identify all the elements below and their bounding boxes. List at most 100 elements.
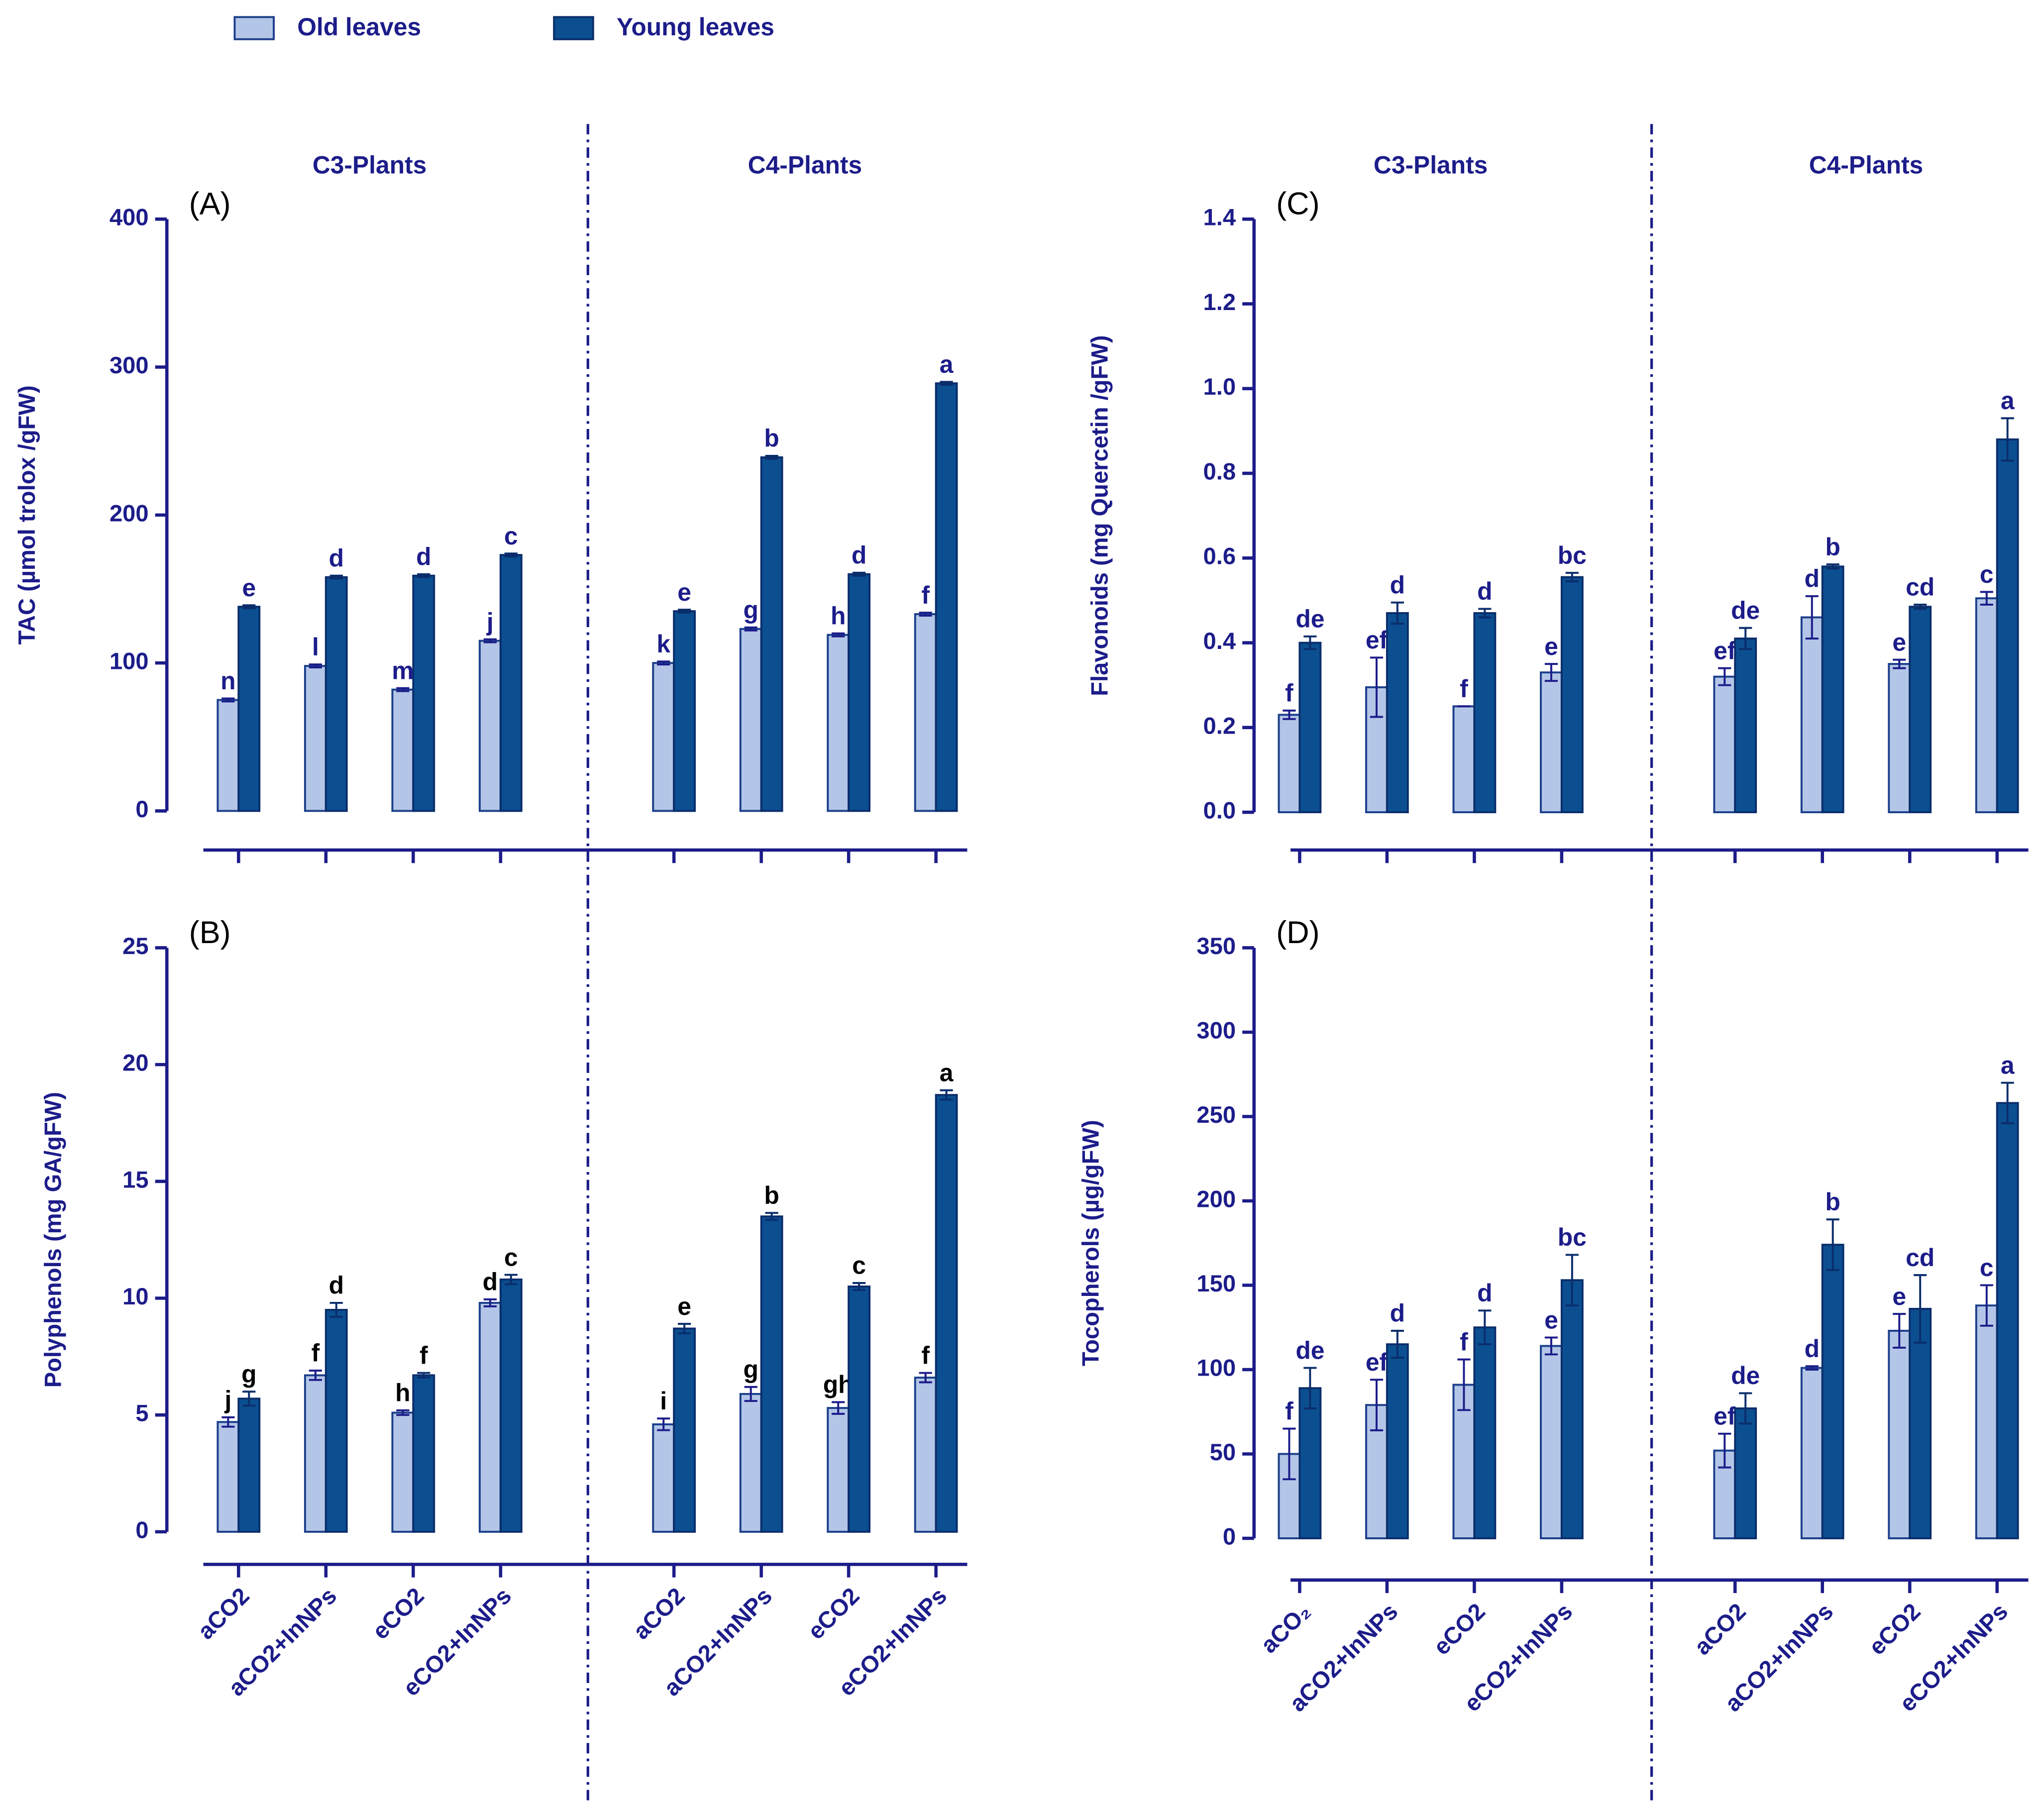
x-tick-label: aCO₂ bbox=[1255, 1598, 1315, 1658]
bar bbox=[1560, 576, 1584, 814]
significance-letter: j bbox=[224, 1386, 231, 1414]
error-bar bbox=[221, 697, 235, 703]
significance-letter: bc bbox=[1558, 541, 1587, 569]
significance-letter: de bbox=[1731, 596, 1760, 624]
error-bar bbox=[1391, 1330, 1404, 1359]
error-bar bbox=[242, 604, 256, 610]
error-bar bbox=[504, 552, 518, 558]
significance-letter: k bbox=[656, 630, 670, 658]
y-tick-label: 250 bbox=[1196, 1101, 1236, 1128]
error-bar bbox=[919, 612, 932, 617]
error-bar bbox=[1980, 1284, 1993, 1327]
bar bbox=[652, 1423, 675, 1533]
error-bar bbox=[940, 381, 953, 386]
error-bar bbox=[2001, 1081, 2014, 1124]
bar bbox=[1298, 642, 1322, 814]
error-bar bbox=[678, 1323, 691, 1334]
y-tick-label: 0.4 bbox=[1203, 628, 1236, 654]
y-axis-title: Polyphenols (mg GA/gFW) bbox=[39, 1092, 66, 1388]
significance-letter: f bbox=[312, 1339, 320, 1367]
significance-letter: e bbox=[1892, 1283, 1906, 1310]
significance-letter: g bbox=[743, 1356, 758, 1384]
y-tick-label: 5 bbox=[135, 1400, 148, 1426]
bar bbox=[304, 1374, 327, 1533]
bar bbox=[739, 628, 762, 812]
error-bar bbox=[504, 1274, 518, 1285]
bar bbox=[914, 613, 937, 812]
error-bar bbox=[1739, 627, 1752, 650]
error-bar bbox=[1805, 1365, 1819, 1371]
y-axis-title: TAC (µmol trolox /gFW) bbox=[13, 385, 40, 644]
significance-letter: a bbox=[2001, 387, 2015, 415]
significance-letter: c bbox=[1980, 560, 1994, 588]
significance-letter: d bbox=[329, 544, 344, 572]
y-tick-label: 0.8 bbox=[1203, 458, 1236, 485]
y-tick-label: 1.2 bbox=[1203, 289, 1236, 315]
significance-letter: de bbox=[1731, 1362, 1760, 1390]
x-tick-label: eCO2 bbox=[802, 1582, 864, 1644]
bar bbox=[935, 382, 958, 812]
significance-letter: d bbox=[1390, 1299, 1405, 1327]
bar bbox=[499, 554, 523, 812]
bar bbox=[1800, 1367, 1824, 1539]
y-axis-title: Flavonoids (mg Quercetin /gFW) bbox=[1086, 335, 1113, 696]
bar bbox=[673, 610, 696, 812]
error-bar bbox=[2001, 417, 2014, 462]
error-bar bbox=[657, 1417, 670, 1431]
y-tick-label: 20 bbox=[122, 1050, 148, 1076]
bar bbox=[1560, 1279, 1584, 1539]
significance-letter: l bbox=[312, 633, 319, 661]
bar bbox=[652, 662, 675, 812]
bar bbox=[1473, 1326, 1497, 1539]
bar bbox=[760, 456, 783, 812]
error-bar bbox=[1914, 1274, 1927, 1344]
legend-label: Old leaves bbox=[297, 13, 421, 41]
error-bar bbox=[1478, 1309, 1492, 1346]
error-bar bbox=[1283, 709, 1296, 720]
significance-letter: h bbox=[831, 602, 846, 630]
error-bar bbox=[329, 574, 343, 580]
bar bbox=[412, 1374, 435, 1533]
significance-letter: g bbox=[241, 1360, 256, 1388]
error-bar bbox=[1565, 1254, 1579, 1307]
significance-letter: de bbox=[1295, 1336, 1324, 1364]
y-tick-label: 200 bbox=[1196, 1185, 1236, 1212]
significance-letter: c bbox=[504, 522, 518, 550]
error-bar bbox=[1718, 667, 1731, 686]
bar bbox=[391, 1411, 415, 1533]
bar bbox=[848, 1285, 871, 1533]
significance-letter: d bbox=[1805, 565, 1820, 593]
error-bar bbox=[657, 660, 670, 666]
error-bar bbox=[1544, 663, 1558, 682]
y-tick-label: 100 bbox=[1196, 1354, 1236, 1381]
bar bbox=[304, 665, 327, 812]
error-bar bbox=[309, 663, 322, 669]
bar bbox=[1888, 1330, 1911, 1539]
bar bbox=[827, 1407, 850, 1533]
bar bbox=[1386, 612, 1409, 814]
error-bar bbox=[329, 1301, 343, 1318]
y-tick-label: 200 bbox=[109, 500, 149, 526]
bar bbox=[760, 1215, 783, 1533]
significance-letter: d bbox=[1805, 1335, 1820, 1363]
error-bar bbox=[744, 1386, 757, 1402]
significance-letter: b bbox=[764, 425, 779, 452]
x-tick-label: eCO2 bbox=[367, 1582, 429, 1644]
significance-letter: c bbox=[504, 1243, 518, 1271]
error-bar bbox=[765, 1212, 778, 1221]
x-tick-label: eCO2 bbox=[1863, 1598, 1926, 1660]
bar bbox=[324, 576, 348, 812]
bar bbox=[1821, 565, 1844, 814]
error-bar bbox=[1303, 635, 1317, 650]
significance-letter: f bbox=[921, 581, 930, 609]
bar bbox=[237, 606, 261, 812]
y-tick-label: 150 bbox=[1196, 1270, 1236, 1296]
bar bbox=[216, 1421, 240, 1533]
significance-letter: d bbox=[1390, 571, 1405, 599]
bar bbox=[1888, 663, 1911, 814]
bar bbox=[216, 699, 240, 812]
error-bar bbox=[1370, 1379, 1384, 1431]
error-bar bbox=[1457, 1358, 1471, 1411]
group-label: C4-Plants bbox=[748, 151, 862, 179]
